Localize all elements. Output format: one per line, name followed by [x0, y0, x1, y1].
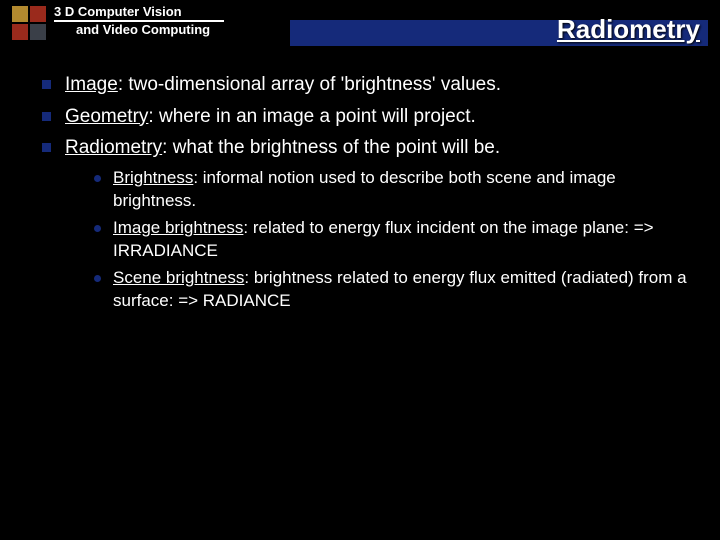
bullet-text: Image: two-dimensional array of 'brightn… [65, 72, 692, 98]
dot-bullet-icon [94, 225, 101, 232]
sub-bullet-text: Brightness: informal notion used to desc… [113, 167, 692, 213]
slide: 3 D Computer Vision and Video Computing … [0, 0, 720, 540]
bullet-label: Image [65, 74, 118, 95]
logo-square-tl [12, 6, 28, 22]
slide-content: Image: two-dimensional array of 'brightn… [42, 72, 692, 317]
bullet-item: Radiometry: what the brightness of the p… [42, 135, 692, 161]
logo-square-br [30, 24, 46, 40]
slide-title: Radiometry [557, 14, 700, 45]
square-bullet-icon [42, 112, 51, 121]
bullet-text: Geometry: where in an image a point will… [65, 104, 692, 130]
dot-bullet-icon [94, 275, 101, 282]
bullet-rest: : two-dimensional array of 'brightness' … [118, 74, 501, 95]
bullet-text: Radiometry: what the brightness of the p… [65, 135, 692, 161]
bullet-item: Image: two-dimensional array of 'brightn… [42, 72, 692, 98]
sub-bullet-item: Brightness: informal notion used to desc… [94, 167, 692, 213]
sub-bullet-label: Scene brightness [113, 268, 244, 287]
sub-bullet-label: Brightness [113, 168, 193, 187]
bullet-rest: : what the brightness of the point will … [162, 137, 500, 158]
sub-bullet-text: Image brightness: related to energy flux… [113, 217, 692, 263]
course-title-line2: and Video Computing [54, 22, 224, 37]
bullet-label: Radiometry [65, 137, 162, 158]
logo-square-bl [12, 24, 28, 40]
logo-square-tr [30, 6, 46, 22]
sub-bullet-list: Brightness: informal notion used to desc… [94, 167, 692, 313]
bullet-label: Geometry [65, 106, 148, 127]
bullet-item: Geometry: where in an image a point will… [42, 104, 692, 130]
logo-icon [12, 6, 46, 40]
bullet-rest: : where in an image a point will project… [148, 106, 475, 127]
square-bullet-icon [42, 80, 51, 89]
square-bullet-icon [42, 143, 51, 152]
slide-header: 3 D Computer Vision and Video Computing … [0, 0, 720, 48]
sub-bullet-item: Image brightness: related to energy flux… [94, 217, 692, 263]
sub-bullet-item: Scene brightness: brightness related to … [94, 267, 692, 313]
course-title-line1: 3 D Computer Vision [54, 4, 224, 22]
course-title: 3 D Computer Vision and Video Computing [54, 4, 224, 37]
dot-bullet-icon [94, 175, 101, 182]
sub-bullet-text: Scene brightness: brightness related to … [113, 267, 692, 313]
sub-bullet-label: Image brightness [113, 218, 243, 237]
